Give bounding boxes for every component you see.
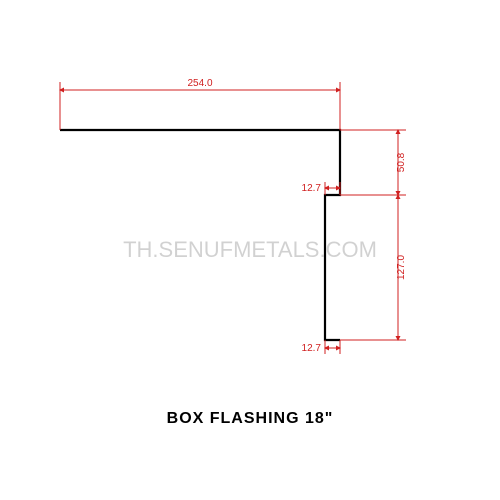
dimension-right-lower: 127.0 <box>340 195 407 340</box>
dimension-label: 254.0 <box>187 78 212 89</box>
dimension-label: 127.0 <box>396 255 407 280</box>
dimension-label: 50.8 <box>396 152 407 172</box>
profile-outline <box>60 130 340 340</box>
drawing-title: BOX FLASHING 18" <box>0 410 500 428</box>
dimension-right-upper: 50.8 <box>340 130 407 195</box>
dimension-label: 12.7 <box>302 343 322 354</box>
dimension-label: 12.7 <box>302 183 322 194</box>
dimension-foot: 12.7 <box>302 340 340 354</box>
dimension-top-width: 254.0 <box>60 78 340 130</box>
technical-drawing: 254.0 50.8 127.0 12.7 12.7 <box>0 0 500 380</box>
dimension-notch: 12.7 <box>302 182 340 195</box>
